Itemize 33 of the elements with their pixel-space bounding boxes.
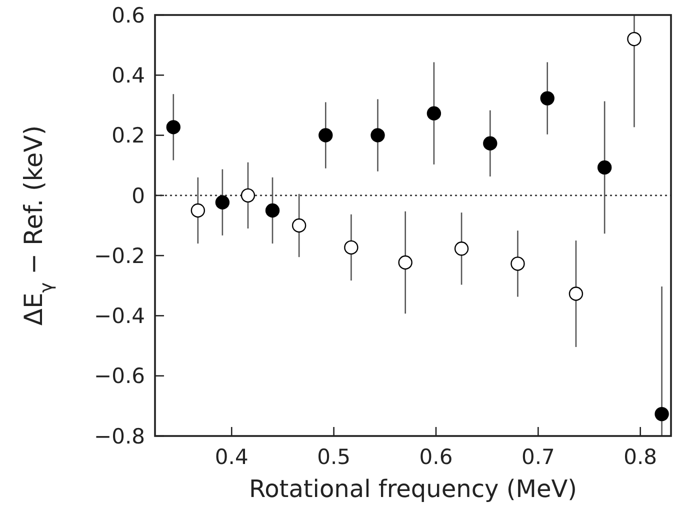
x-tick-label: 0.6 <box>419 445 453 469</box>
y-tick-label: −0.2 <box>94 244 145 268</box>
point <box>510 256 525 271</box>
point <box>568 286 584 301</box>
y-tick-label: 0.2 <box>112 124 145 148</box>
point <box>318 128 333 142</box>
point <box>370 128 385 142</box>
y-tick-label: −0.8 <box>94 424 145 448</box>
point <box>166 120 180 134</box>
point <box>190 203 206 218</box>
point <box>398 255 412 270</box>
point <box>483 136 498 150</box>
x-tick-label: 0.5 <box>317 445 351 469</box>
point <box>597 160 612 175</box>
x-tick-label: 0.4 <box>214 445 248 469</box>
point <box>265 203 280 218</box>
point <box>627 32 642 46</box>
point <box>215 195 230 210</box>
point <box>240 188 256 203</box>
point <box>292 218 306 233</box>
y-tick-label: 0 <box>132 184 145 208</box>
y-tick-label: −0.6 <box>94 364 145 388</box>
point <box>426 106 442 120</box>
x-tick-label: 0.8 <box>624 445 658 469</box>
x-axis-title: Rotational frequency (MeV) <box>249 475 577 503</box>
y-tick-label: −0.4 <box>94 304 145 328</box>
x-tick-label: 0.7 <box>521 445 555 469</box>
y-tick-label: 0.4 <box>112 63 145 88</box>
point <box>454 242 469 256</box>
point <box>344 240 358 255</box>
y-tick-label: 0.6 <box>112 3 145 28</box>
point <box>654 406 669 422</box>
point <box>540 91 554 106</box>
